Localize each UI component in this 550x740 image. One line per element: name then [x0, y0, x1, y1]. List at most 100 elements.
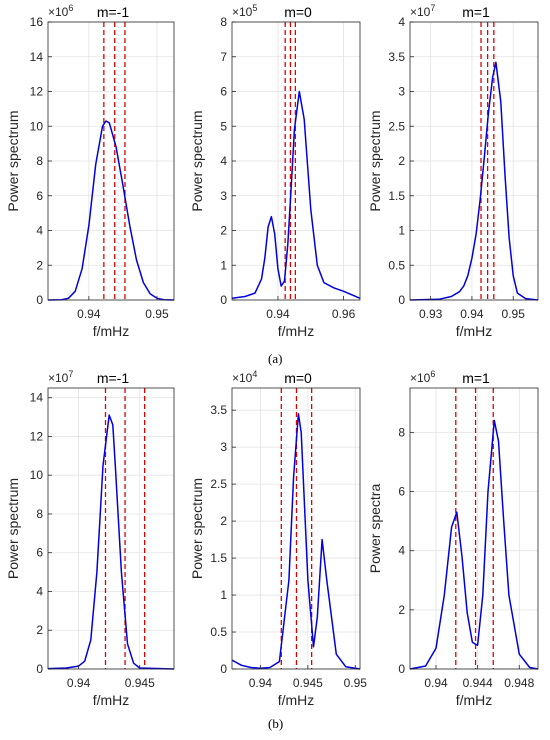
x-tick-label: 0.94	[424, 676, 448, 690]
axes-box	[47, 387, 175, 670]
y-tick-label: 3.5	[210, 403, 227, 417]
x-axis-label: f/mHz	[456, 323, 493, 339]
x-axis-label: f/mHz	[278, 692, 315, 708]
x-tick-label: 0.94	[77, 307, 101, 321]
x-axis-label: f/mHz	[456, 692, 493, 708]
y-tick-label: 1	[220, 258, 227, 272]
exponent-base: ×10	[48, 371, 69, 385]
spectrum-line	[231, 413, 361, 670]
axes-box	[231, 387, 361, 670]
y-tick-label: 1.5	[210, 551, 227, 565]
y-tick-label: 6	[220, 85, 227, 99]
y-tick-label: 4	[398, 15, 405, 29]
exponent-base: ×10	[48, 5, 69, 19]
exponent-power: 7	[430, 3, 435, 13]
exponent-power: 7	[68, 369, 73, 379]
x-tick-label: 0.948	[504, 676, 534, 690]
spectrum-line	[47, 120, 175, 301]
chart-panel-5: 0.94 0.945 0.95 0 0.5 1 1.5 2 2.5 3 3.5 f/mHz Power …	[189, 369, 367, 708]
chart-title: m=1	[462, 4, 490, 20]
y-tick-label: 2	[220, 514, 227, 528]
y-tick-label: 2.5	[210, 477, 227, 491]
y-tick-label: 2	[398, 603, 405, 617]
x-tick-label: 0.94	[67, 676, 91, 690]
y-tick-label: 6	[398, 485, 405, 499]
y-tick-label: 0.5	[388, 258, 405, 272]
y-tick-label: 14	[30, 50, 44, 64]
chart-panel-3: 0.93 0.94 0.95 0 0.5 1 1.5 2 2.5 3 3.5 4 f/mHz Power …	[367, 3, 539, 339]
exponent-multiplier: ×104	[232, 369, 257, 385]
y-tick-label: 0.5	[210, 625, 227, 639]
exponent-base: ×10	[410, 5, 431, 19]
x-axis-label: f/mHz	[93, 692, 130, 708]
exponent-power: 4	[252, 369, 257, 379]
y-tick-label: 6	[36, 189, 43, 203]
y-tick-label: 3	[220, 440, 227, 454]
chart-panel-4: 0.94 0.945 0 2 4 6 8 10 12 14 f/mHz Power spectrum ×…	[5, 369, 175, 708]
chart-panel-6: 0.94 0.944 0.948 0 2 4 6 8 f/mHz Power spectra ×10…	[367, 369, 539, 708]
y-tick-label: 0	[220, 662, 227, 676]
chart-panel-1: 0.94 0.95 0 2 4 6 8 10 12 14 16 f/mHz Power spectrum…	[5, 3, 175, 339]
y-axis-label: Power spectrum	[189, 110, 205, 211]
x-tick-label: 0.93	[419, 307, 443, 321]
exponent-base: ×10	[232, 371, 253, 385]
spectrum-line	[409, 61, 539, 301]
caption-b: (b)	[268, 716, 284, 731]
chart-title: m=0	[284, 370, 312, 386]
exponent-multiplier: ×106	[410, 369, 435, 385]
y-tick-label: 8	[398, 425, 405, 439]
chart-title: m=1	[462, 370, 490, 386]
y-tick-label: 0	[36, 293, 43, 307]
y-tick-label: 0	[398, 293, 405, 307]
x-tick-label: 0.945	[125, 676, 155, 690]
y-tick-label: 0	[220, 293, 227, 307]
y-axis-label: Power spectra	[367, 484, 383, 574]
y-axis-label: Power spectrum	[189, 478, 205, 579]
exponent-multiplier: ×107	[410, 3, 435, 19]
y-tick-label: 2	[398, 154, 405, 168]
y-tick-label: 6	[36, 546, 43, 560]
y-tick-label: 12	[30, 429, 44, 443]
y-tick-label: 4	[36, 224, 43, 238]
y-tick-label: 2	[36, 623, 43, 637]
spectrum-line	[47, 414, 175, 670]
x-tick-label: 0.96	[332, 307, 356, 321]
y-tick-label: 1.5	[388, 189, 405, 203]
y-tick-label: 5	[220, 119, 227, 133]
caption-a: (a)	[268, 351, 283, 366]
y-tick-label: 3	[398, 85, 405, 99]
spectrum-line	[409, 419, 539, 670]
x-tick-label: 0.94	[460, 307, 484, 321]
x-tick-label: 0.944	[463, 676, 493, 690]
y-tick-label: 12	[30, 85, 44, 99]
y-tick-label: 2	[220, 224, 227, 238]
x-tick-label: 0.94	[249, 676, 273, 690]
exponent-base: ×10	[410, 371, 431, 385]
y-axis-label: Power spectrum	[5, 110, 21, 211]
x-tick-label: 0.95	[344, 676, 368, 690]
y-tick-label: 8	[36, 154, 43, 168]
spectrum-line	[231, 90, 361, 300]
exponent-multiplier: ×107	[48, 369, 73, 385]
exponent-power: 6	[68, 3, 73, 13]
x-tick-label: 0.945	[293, 676, 323, 690]
x-axis-label: f/mHz	[93, 323, 130, 339]
exponent-power: 5	[252, 3, 257, 13]
y-tick-label: 4	[220, 154, 227, 168]
x-tick-label: 0.94	[266, 307, 290, 321]
y-tick-label: 10	[30, 468, 44, 482]
y-tick-label: 3	[220, 189, 227, 203]
exponent-multiplier: ×105	[232, 3, 257, 19]
y-tick-label: 2	[36, 258, 43, 272]
y-tick-label: 14	[30, 391, 44, 405]
exponent-power: 6	[430, 369, 435, 379]
y-axis-label: Power spectrum	[5, 478, 21, 579]
y-tick-label: 2.5	[388, 119, 405, 133]
y-tick-label: 7	[220, 50, 227, 64]
exponent-base: ×10	[232, 5, 253, 19]
y-tick-label: 8	[220, 15, 227, 29]
x-tick-label: 0.95	[502, 307, 526, 321]
